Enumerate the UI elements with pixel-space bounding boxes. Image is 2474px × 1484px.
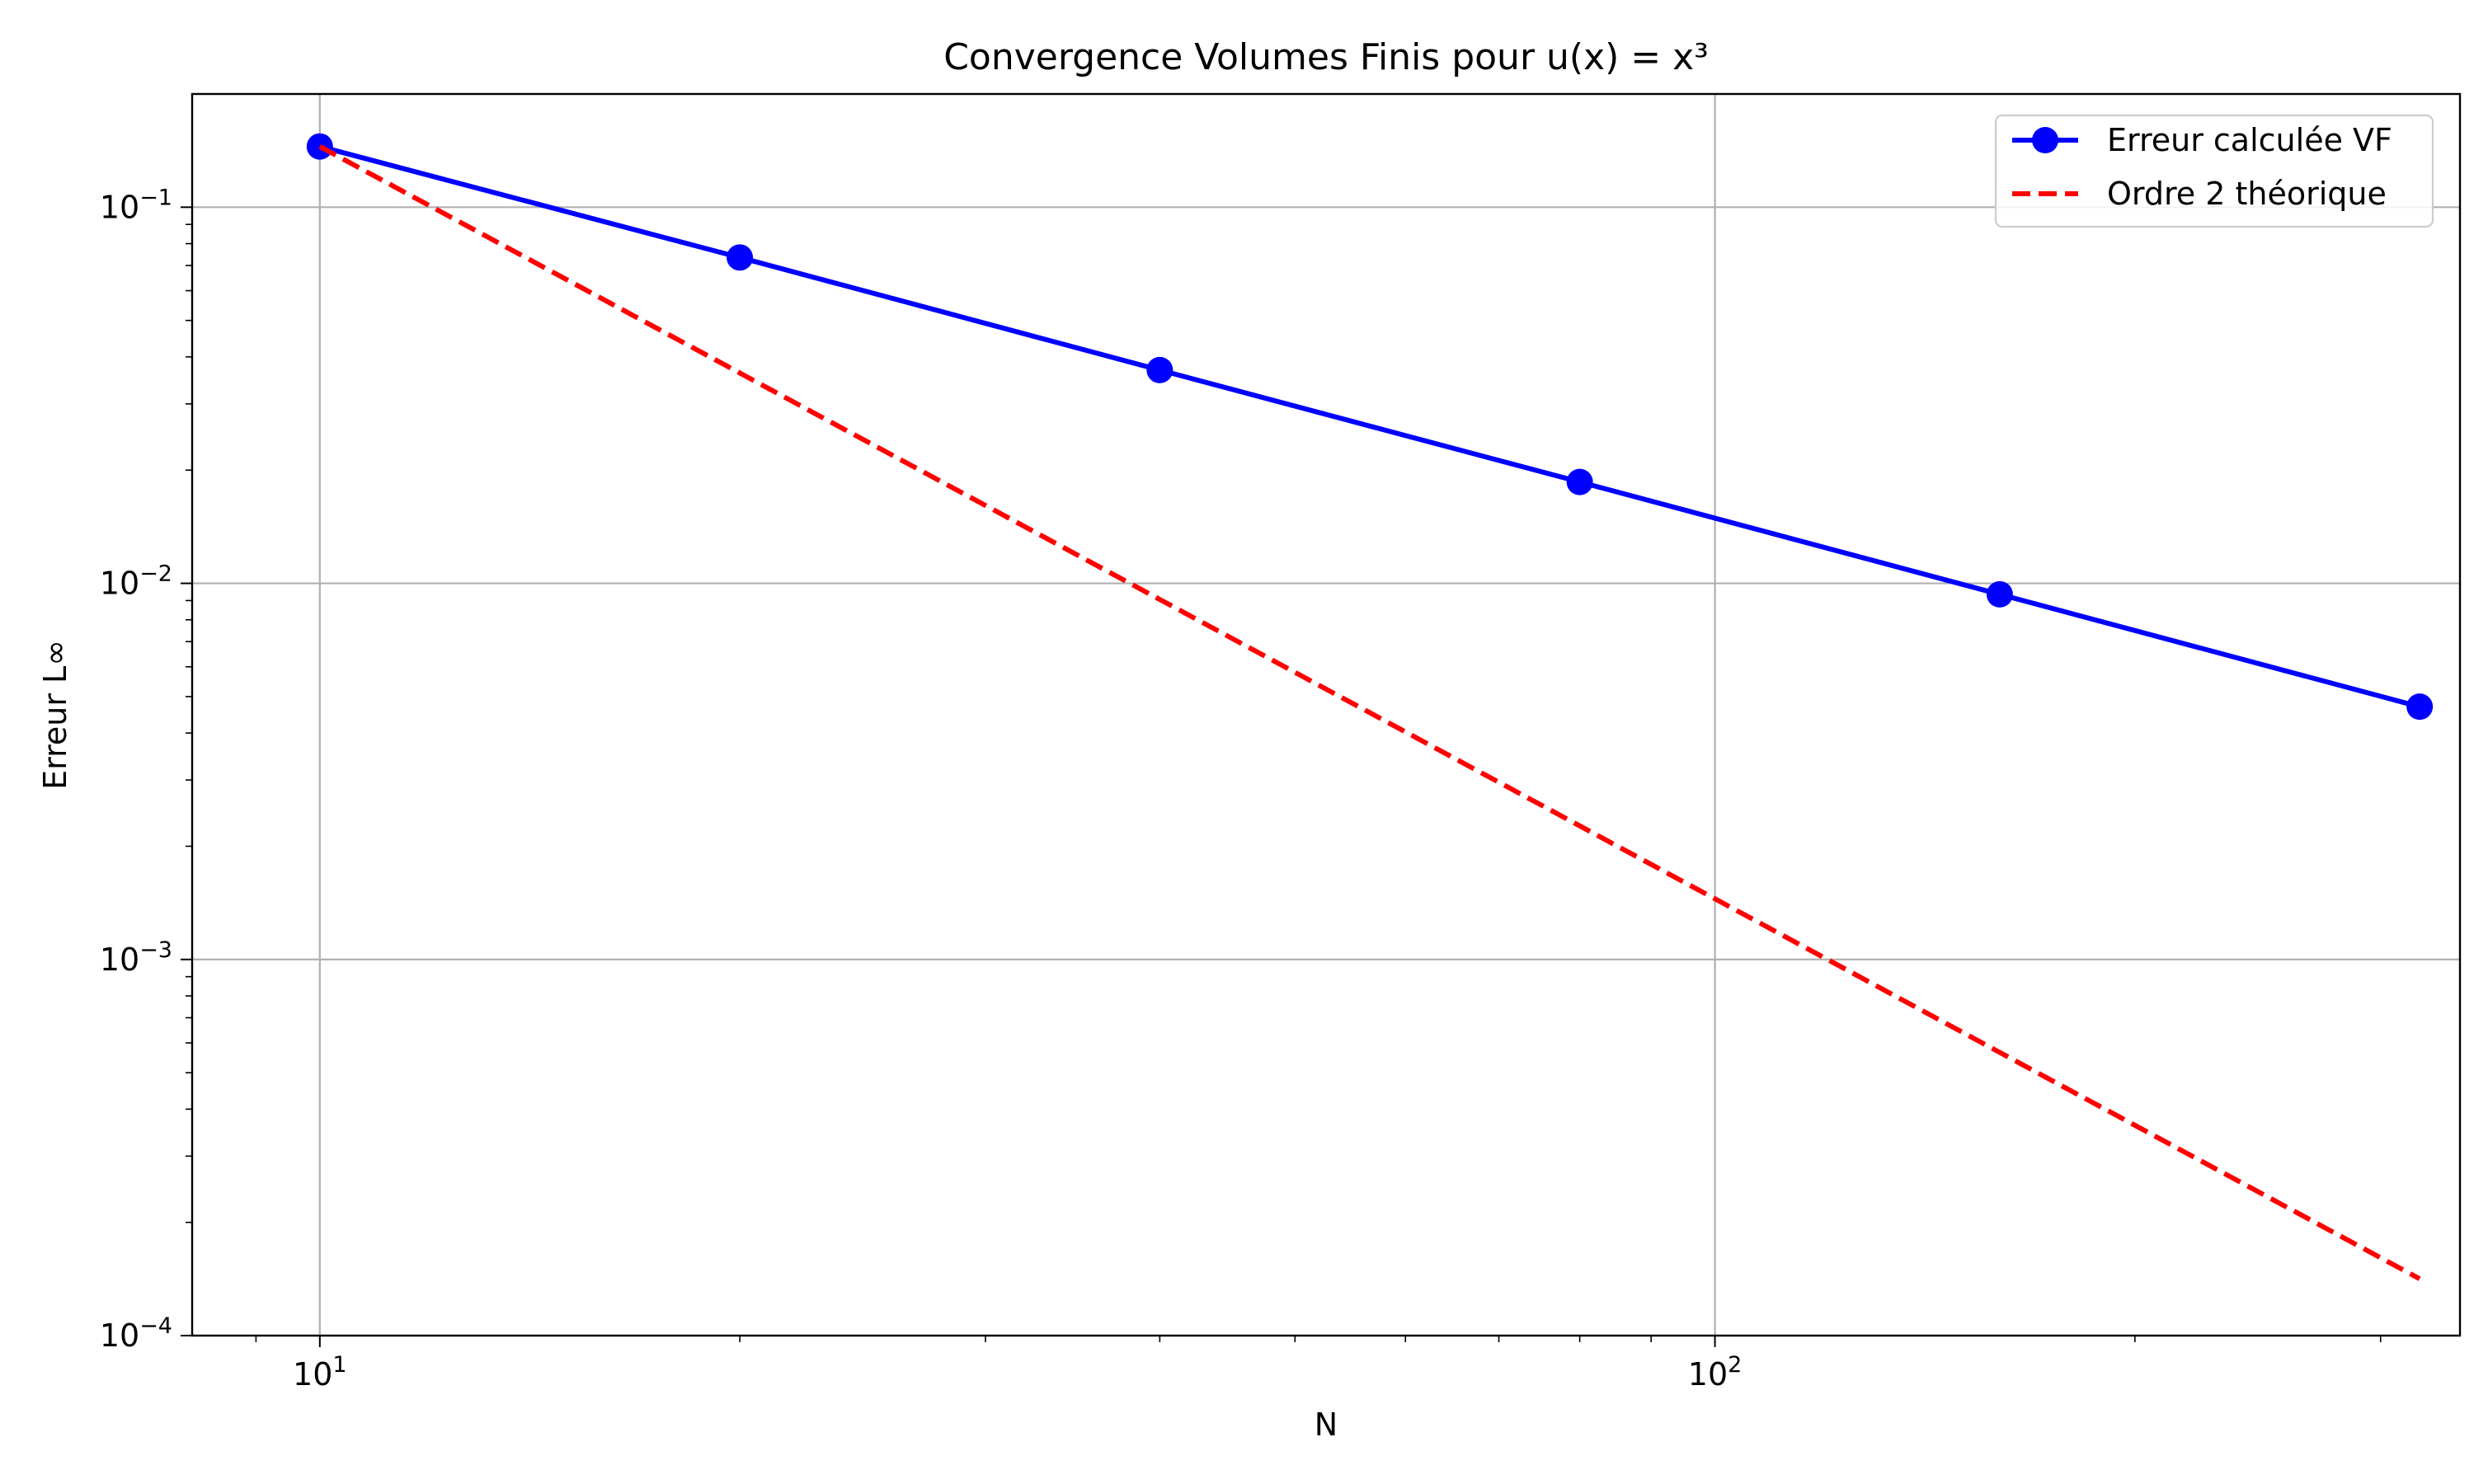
legend-label-theoretical: Ordre 2 théorique — [2107, 176, 2387, 212]
legend-box — [1994, 114, 2434, 228]
y-tick-label-0: 10−1 — [100, 185, 172, 225]
x-tick-label-0: 101 — [293, 1352, 347, 1392]
series-0-line — [319, 143, 2420, 710]
series-0-point-5 — [2406, 693, 2434, 721]
legend-label-computed: Erreur calculée VF — [2107, 122, 2392, 158]
series-0-point-4 — [1986, 580, 2013, 608]
y-tick-label-2: 10−3 — [100, 937, 172, 978]
series-1-line — [318, 144, 2421, 1281]
series-0-point-1 — [727, 244, 754, 271]
series-layer — [306, 133, 2434, 1281]
legend-marker-computed — [2032, 127, 2058, 153]
chart-title: Convergence Volumes Finis pour u(x) = x³ — [943, 36, 1709, 78]
series-0-point-3 — [1566, 468, 1593, 495]
x-tick-label-1: 102 — [1688, 1352, 1743, 1392]
plot-frame — [190, 92, 2462, 1337]
x-axis-label: N — [1315, 1407, 1338, 1443]
grid — [192, 94, 2460, 1337]
series-0-point-2 — [1146, 356, 1174, 383]
y-tick-label-1: 10−2 — [100, 561, 172, 602]
legend: Erreur calculée VF Ordre 2 théorique — [1994, 114, 2434, 228]
y-axis-label: Erreur L∞ — [37, 640, 73, 790]
y-tick-label-3: 10−4 — [100, 1313, 172, 1354]
ticks: 101 102 10−1 10−2 10−3 10−4 — [100, 185, 2382, 1392]
